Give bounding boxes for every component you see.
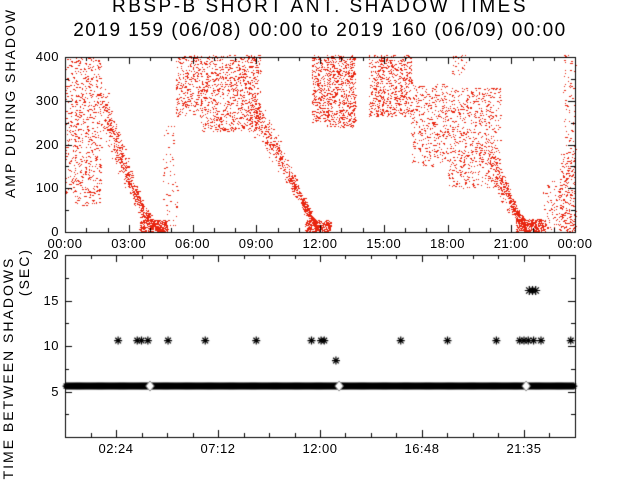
top-panel-y-tick-label: 0 xyxy=(51,224,59,239)
top-panel-y-tick-label: 300 xyxy=(35,92,59,108)
bottom-panel-y-tick-label: 15 xyxy=(43,292,59,308)
bottom-panel-x-tick-label: 21:35 xyxy=(506,441,542,456)
bottom-panel-x-tick-label: 02:24 xyxy=(98,441,134,456)
bottom-panel-x-tick-label: 07:12 xyxy=(200,441,236,456)
bottom-panel-y-tick-label: 20 xyxy=(43,247,59,262)
top-panel-x-tick-label: 03:00 xyxy=(111,236,147,251)
top-panel-x-tick-label: 00:00 xyxy=(557,236,593,251)
top-panel-x-tick-label: 18:00 xyxy=(429,236,466,251)
top-panel-x-tick-label: 21:00 xyxy=(493,236,529,251)
page-subtitle: 2019 159 (06/08) 00:00 to 2019 160 (06/0… xyxy=(73,20,567,41)
top-panel-x-tick-label: 15:00 xyxy=(366,236,402,251)
bottom-panel-x-tick-label: 16:48 xyxy=(404,441,440,456)
top-panel-x-tick-label: 12:00 xyxy=(302,236,338,251)
page-title: RBSP-B SHORT ANT. SHADOW TIMES xyxy=(111,0,529,17)
top-panel-y-tick-label: 400 xyxy=(35,49,59,64)
bottom-panel-y-tick-label: 5 xyxy=(51,383,59,399)
top-panel-x-tick-label: 09:00 xyxy=(238,236,274,251)
bottom-panel-y-tick-label: 10 xyxy=(43,338,59,353)
y-axis-label-bottom-panel: TIME BETWEEN SHADOWS xyxy=(0,256,16,480)
top-panel-x-tick-label: 06:00 xyxy=(174,236,211,251)
y-axis-label-bottom-panel-units: (SEC) xyxy=(16,247,32,297)
y-axis-label-top-panel: AMP DURING SHADOW xyxy=(2,7,18,199)
top-panel-y-tick-label: 100 xyxy=(35,180,59,196)
bottom-panel-x-tick-label: 12:00 xyxy=(302,441,338,456)
top-panel-y-tick-label: 200 xyxy=(35,136,59,152)
top-panel-x-tick-label: 00:00 xyxy=(47,236,83,251)
